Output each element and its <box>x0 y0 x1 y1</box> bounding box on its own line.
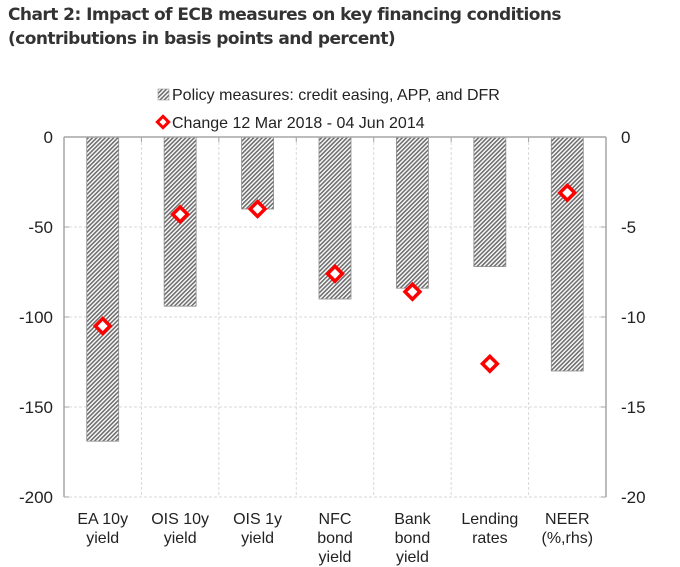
x-tick-label-line: Lending <box>461 511 518 528</box>
markers <box>92 182 578 374</box>
x-tick-label-line: Bank <box>394 511 431 528</box>
diamond-marker <box>479 353 500 374</box>
legend-swatch-hatched-bar <box>157 88 170 101</box>
x-tick-label: EA 10y yield <box>77 511 128 547</box>
axes <box>63 136 607 498</box>
x-tick-label: OIS 10y yield <box>151 511 209 547</box>
x-tick-label: NEER (%,rhs) <box>542 511 594 547</box>
x-tick-label-line: bond <box>317 530 353 547</box>
chart-title: Chart 2: Impact of ECB measures on key f… <box>8 5 562 49</box>
x-tick-label-line: yield <box>164 530 197 547</box>
gridlines <box>64 137 606 497</box>
y-tick-label-right: -20 <box>621 488 646 507</box>
x-tick-label: OIS 1y yield <box>233 511 282 547</box>
y-axis-left-labels: 0 -50 -100 -150 -200 <box>19 128 53 507</box>
y-axis-right-labels: 0 -5 -10 -15 -20 <box>621 128 646 507</box>
bar <box>241 136 274 210</box>
legend-item-policy-measures: Policy measures: credit easing, APP, and… <box>157 87 500 104</box>
x-tick-label-line: rates <box>472 530 508 547</box>
x-tick-label-line: NFC <box>319 511 352 528</box>
y-tick-label-right: -10 <box>621 308 646 327</box>
x-tick-label-line: yield <box>396 549 429 566</box>
y-tick-label-left: -200 <box>19 488 53 507</box>
diamond-marker <box>92 316 113 336</box>
x-tick-label-line: (%,rhs) <box>542 530 594 547</box>
x-tick-label-line: EA 10y <box>77 511 128 528</box>
x-tick-label-line: yield <box>86 530 119 547</box>
bar <box>396 136 429 289</box>
x-tick-label-line: OIS 10y <box>151 511 209 528</box>
x-tick-label-line: NEER <box>545 511 589 528</box>
x-axis-labels: EA 10y yield OIS 10y yield OIS 1y yield NFC bon… <box>77 511 593 566</box>
x-tick-label: Bank bond yield <box>394 511 431 566</box>
legend-label-policy-measures: Policy measures: credit easing, APP, and… <box>172 87 500 104</box>
bars <box>86 136 584 442</box>
diamond-marker <box>170 204 191 225</box>
y-tick-label-right: 0 <box>621 128 630 147</box>
y-tick-label-left: -150 <box>19 398 53 417</box>
y-tick-label-left: -100 <box>19 308 53 327</box>
legend-label-change: Change 12 Mar 2018 - 04 Jun 2014 <box>172 115 425 132</box>
x-tick-label: Lending rates <box>461 511 518 547</box>
bar <box>550 136 584 372</box>
x-tick-label: NFC bond yield <box>317 511 353 566</box>
x-tick-label-line: OIS 1y <box>233 511 282 528</box>
y-tick-label-right: -5 <box>621 218 636 237</box>
diamond-marker <box>247 199 268 219</box>
x-tick-label-line: yield <box>241 530 274 547</box>
diamond-marker <box>402 281 423 302</box>
bar <box>473 136 507 268</box>
x-tick-label-line: bond <box>395 530 431 547</box>
y-tick-label-left: 0 <box>44 128 53 147</box>
bar <box>86 136 120 442</box>
y-tick-label-right: -15 <box>621 398 646 417</box>
legend-item-change: Change 12 Mar 2018 - 04 Jun 2014 <box>155 114 425 132</box>
diamond-marker <box>325 263 345 284</box>
legend-swatch-diamond <box>155 114 171 130</box>
diamond-marker <box>557 182 578 203</box>
x-tick-label-line: yield <box>319 549 352 566</box>
legend: Policy measures: credit easing, APP, and… <box>155 87 500 132</box>
y-tick-label-left: -50 <box>28 218 53 237</box>
